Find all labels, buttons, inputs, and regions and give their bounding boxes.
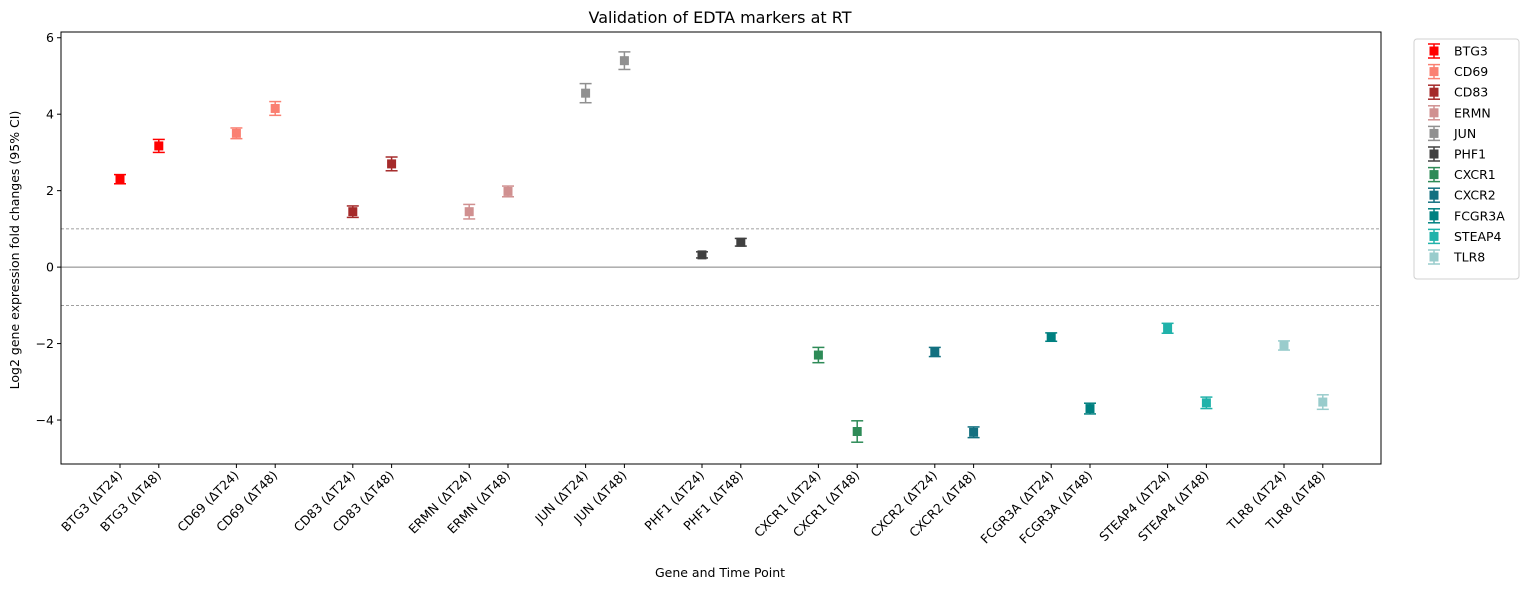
- y-axis-label: Log2 gene expression fold changes (95% C…: [7, 111, 22, 390]
- legend-marker: [1429, 128, 1439, 138]
- legend-marker: [1429, 87, 1439, 97]
- y-tick-label: −2: [36, 336, 54, 351]
- legend-label: PHF1: [1454, 147, 1486, 162]
- data-point: [503, 186, 513, 196]
- legend-label: FCGR3A: [1454, 208, 1505, 223]
- legend-marker: [1429, 108, 1439, 118]
- chart-title: Validation of EDTA markers at RT: [589, 8, 852, 27]
- x-tick-label: STEAP4 (ΔT48): [1135, 468, 1212, 545]
- legend-label: JUN: [1453, 126, 1476, 141]
- data-point: [581, 88, 591, 98]
- legend-label: CXCR1: [1454, 167, 1496, 182]
- legend-marker: [1429, 170, 1439, 180]
- y-tick-label: 6: [46, 30, 54, 45]
- data-point: [930, 347, 940, 357]
- data-point: [813, 350, 823, 360]
- legend: BTG3 CD69 CD83 ERMN JUN PHF1 CXCR1 CXCR2 FCGR3A S…: [1413, 38, 1520, 280]
- data-point: [852, 427, 862, 437]
- x-axis-label: Gene and Time Point: [655, 565, 785, 580]
- data-point: [697, 250, 707, 260]
- data-point: [736, 237, 746, 247]
- data-point: [270, 103, 280, 113]
- y-tick-label: −4: [36, 413, 54, 428]
- data-point: [619, 56, 629, 66]
- legend-marker: [1429, 149, 1439, 159]
- legend-label: CXCR2: [1454, 188, 1496, 203]
- data-point: [464, 207, 474, 217]
- legend-marker: [1429, 67, 1439, 77]
- legend-marker: [1429, 252, 1439, 262]
- legend-marker: [1429, 46, 1439, 56]
- data-point: [348, 207, 358, 217]
- y-tick-label: 0: [46, 260, 54, 275]
- legend-label: STEAP4: [1454, 229, 1502, 244]
- y-tick-label: 2: [46, 183, 54, 198]
- data-point: [387, 159, 397, 169]
- data-point: [1201, 398, 1211, 408]
- legend-label: ERMN: [1454, 105, 1491, 120]
- data-point: [1163, 323, 1173, 333]
- legend-label: CD83: [1454, 85, 1488, 100]
- data-point: [969, 427, 979, 437]
- y-tick-label: 4: [46, 107, 54, 122]
- legend-marker: [1429, 190, 1439, 200]
- data-point: [1279, 340, 1289, 350]
- x-tick-label: CXCR2 (ΔT24): [867, 468, 940, 541]
- legend-label: BTG3: [1454, 44, 1488, 59]
- data-point: [115, 174, 125, 184]
- data-point: [1046, 332, 1056, 342]
- legend-label: CD69: [1454, 64, 1488, 79]
- x-tick-label: FCGR3A (ΔT48): [1016, 468, 1095, 547]
- data-point: [154, 141, 164, 151]
- legend-marker: [1429, 211, 1439, 221]
- legend-box: [1413, 38, 1520, 280]
- legend-marker: [1429, 231, 1439, 241]
- legend-label: TLR8: [1453, 250, 1485, 265]
- x-tick-label: CXCR1 (ΔT24): [751, 468, 824, 541]
- plot-frame: [60, 31, 1382, 465]
- data-point: [231, 128, 241, 138]
- data-point: [1318, 397, 1328, 407]
- data-point: [1085, 404, 1095, 414]
